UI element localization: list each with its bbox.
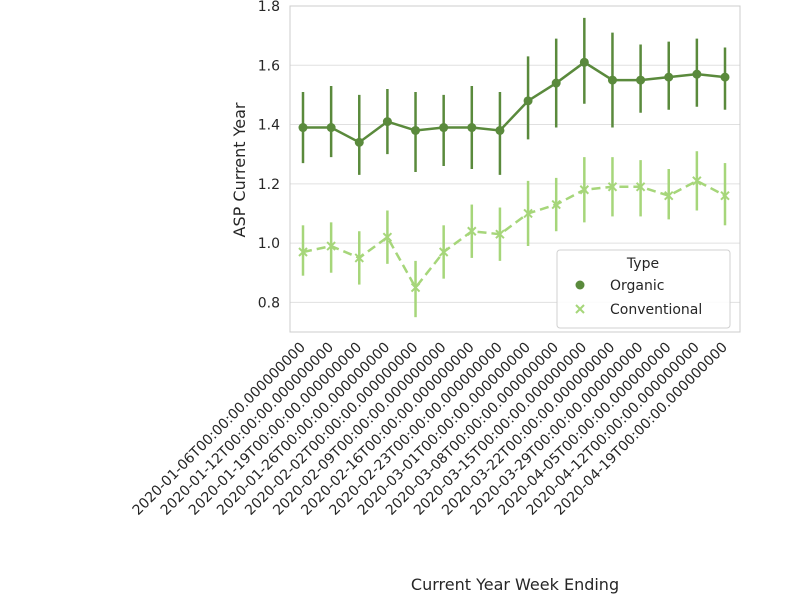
data-point [552,79,561,88]
data-point [411,126,420,135]
series-line [303,62,725,142]
data-point [692,70,701,79]
data-point [299,123,308,132]
data-point [467,123,476,132]
y-axis-ticks: 0.8 1.0 1.2 1.4 1.6 1.8 [258,0,280,311]
chart: 0.8 1.0 1.2 1.4 1.6 1.8 2020-01-06T00:00:00.0… [0,0,800,594]
x-axis-title: Current Year Week Ending [411,575,619,594]
data-point [327,123,336,132]
y-axis-title: ASP Current Year [230,102,249,237]
y-tick-label: 1.0 [258,236,280,252]
data-point [439,123,448,132]
data-point [355,138,364,147]
legend-title: Type [626,256,659,272]
data-point [524,96,533,105]
data-point [580,58,589,67]
data-point [383,117,392,126]
legend-label-organic: Organic [610,278,664,294]
data-point [636,76,645,85]
data-point [664,73,673,82]
data-point [608,76,617,85]
legend-label-conventional: Conventional [610,302,702,318]
x-axis-ticks: 2020-01-06T00:00:00.0000000002020-01-12T… [130,340,731,519]
y-tick-label: 0.8 [258,295,280,311]
data-point [721,73,730,82]
y-tick-label: 1.8 [258,0,280,15]
y-tick-label: 1.2 [258,177,280,193]
y-tick-label: 1.4 [258,118,280,134]
legend-marker-organic [576,281,585,290]
y-tick-label: 1.6 [258,58,280,74]
data-point [495,126,504,135]
series-organic [299,18,730,175]
legend: Type Organic Conventional [557,250,730,328]
